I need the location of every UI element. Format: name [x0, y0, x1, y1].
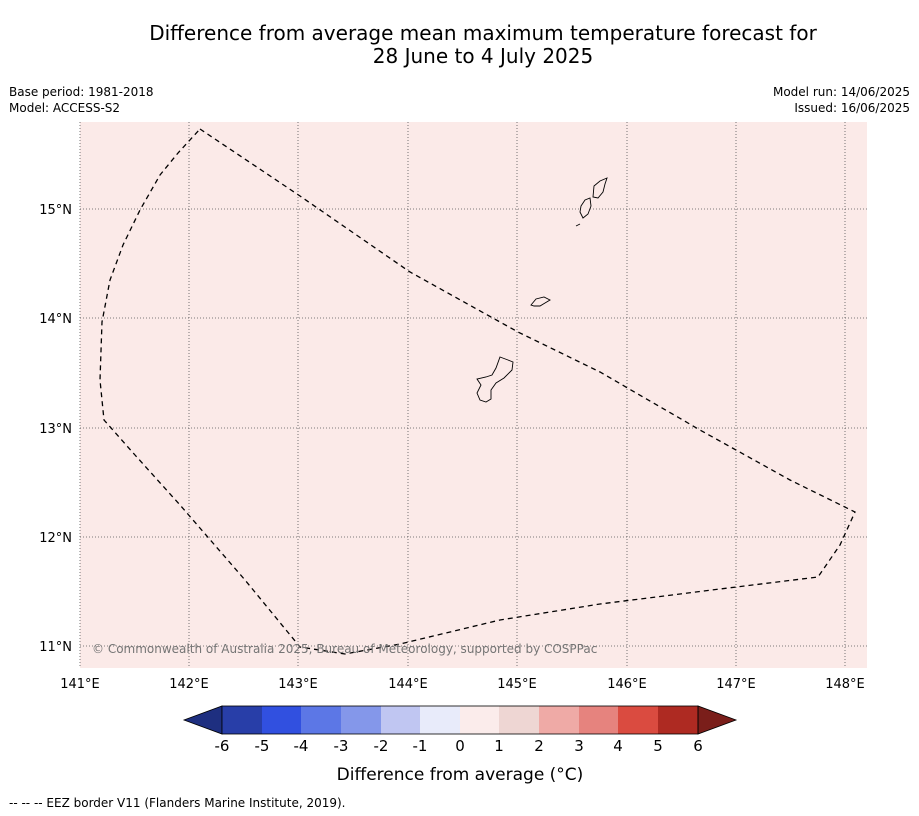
colorbar-segment-11 — [618, 706, 658, 734]
colorbar-tick-3: 3 — [574, 737, 584, 755]
island-saipan — [592, 177, 608, 199]
lat-label-11: 11°N — [39, 640, 72, 655]
base-period-text: Base period: 1981-2018 — [9, 85, 154, 99]
island-rota — [530, 296, 551, 307]
colorbar-segment-9 — [539, 706, 579, 734]
colorbar-tick--4: -4 — [294, 737, 309, 755]
colorbar-segment-1 — [222, 706, 262, 734]
colorbar-outline — [221, 705, 699, 735]
lon-label-142: 142°E — [169, 677, 209, 692]
island-tinian — [579, 197, 592, 219]
colorbar-tick--2: -2 — [374, 737, 389, 755]
colorbar-tick-5: 5 — [653, 737, 663, 755]
lat-label-15: 15°N — [39, 203, 72, 218]
map-gridlines — [79, 122, 867, 668]
colorbar-tick-4: 4 — [613, 737, 623, 755]
colorbar-tick--3: -3 — [334, 737, 349, 755]
lon-label-145: 145°E — [497, 677, 537, 692]
eez-border — [99, 128, 856, 655]
colorbar — [182, 705, 738, 735]
page-title: Difference from average mean maximum tem… — [0, 22, 919, 68]
colorbar-tick-6: 6 — [693, 737, 703, 755]
colorbar-segment-5 — [381, 706, 420, 734]
title-line-1: Difference from average mean maximum tem… — [149, 21, 817, 45]
colorbar-segment-10 — [579, 706, 618, 734]
model-run-text: Model run: 14/06/2025 — [772, 85, 910, 99]
colorbar-tick-1: 1 — [494, 737, 504, 755]
eez-footnote: -- -- -- EEZ border V11 (Flanders Marine… — [9, 796, 346, 810]
colorbar-segment-3 — [301, 706, 341, 734]
colorbar-high-extend — [697, 705, 738, 735]
lon-label-144: 144°E — [388, 677, 428, 692]
colorbar-segment-4 — [341, 706, 381, 734]
issued-text: Issued: 16/06/2025 — [794, 101, 910, 115]
colorbar-segment-2 — [262, 706, 301, 734]
colorbar-tick--6: -6 — [215, 737, 230, 755]
colorbar-low-extend — [182, 705, 223, 735]
meta-right: Model run: 14/06/2025 Issued: 16/06/2025 — [773, 84, 910, 116]
island-guam — [476, 356, 514, 403]
colorbar-tick-2: 2 — [534, 737, 544, 755]
title-line-2: 28 June to 4 July 2025 — [372, 44, 594, 68]
lon-label-148: 148°E — [825, 677, 865, 692]
colorbar-tick--1: -1 — [413, 737, 428, 755]
colorbar-segment-7 — [460, 706, 499, 734]
meta-left: Base period: 1981-2018 Model: ACCESS-S2 — [9, 84, 154, 116]
lat-label-13: 13°N — [39, 422, 72, 437]
colorbar-tick-0: 0 — [455, 737, 465, 755]
lon-label-143: 143°E — [278, 677, 318, 692]
model-text: Model: ACCESS-S2 — [9, 101, 121, 115]
lon-label-147: 147°E — [716, 677, 756, 692]
colorbar-segment-8 — [499, 706, 539, 734]
colorbar-segments — [222, 706, 698, 734]
island-aguijan — [575, 223, 581, 227]
colorbar-segment-12 — [658, 706, 698, 734]
lon-label-141: 141°E — [60, 677, 100, 692]
copyright-text: © Commonwealth of Australia 2025, Bureau… — [92, 642, 597, 656]
colorbar-segment-6 — [420, 706, 460, 734]
lon-label-146: 146°E — [607, 677, 647, 692]
colorbar-label: Difference from average (°C) — [337, 765, 584, 785]
lat-label-14: 14°N — [39, 312, 72, 327]
colorbar-tick--5: -5 — [255, 737, 270, 755]
lat-label-12: 12°N — [39, 531, 72, 546]
